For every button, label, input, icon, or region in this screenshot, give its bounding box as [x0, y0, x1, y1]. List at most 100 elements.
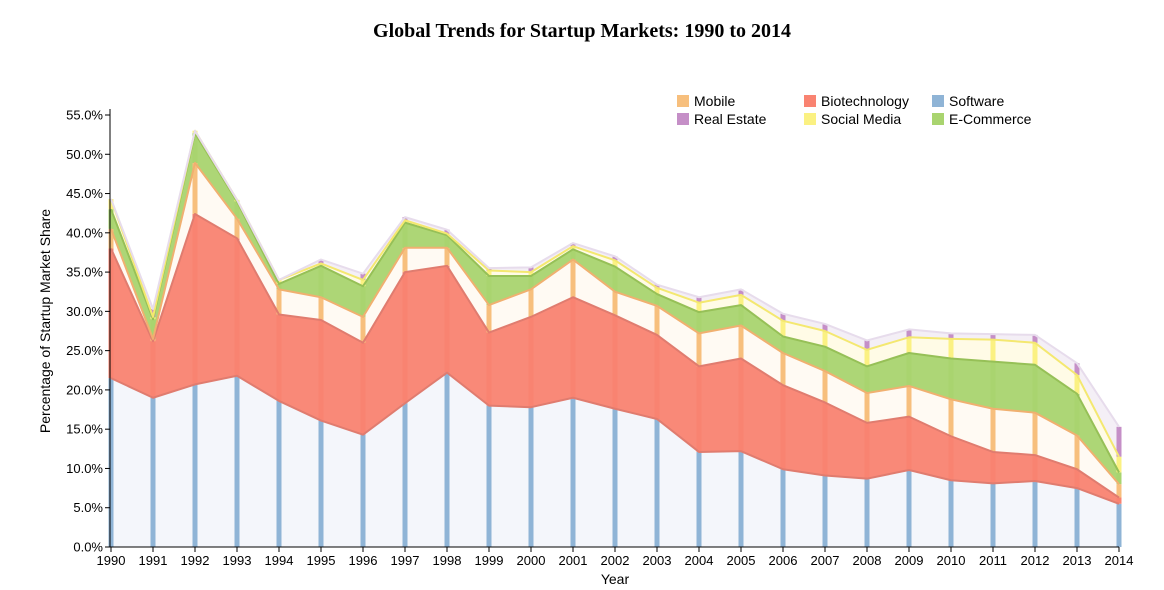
y-tick-label: 0.0%: [73, 540, 103, 555]
bar-e-commerce-1996: [360, 286, 366, 317]
bar-real-estate-2006: [780, 313, 786, 321]
x-tick-label: 2012: [1021, 553, 1050, 568]
legend-label: Real Estate: [694, 111, 767, 127]
bar-social-media-1995: [318, 263, 324, 266]
bar-mobile-2000: [528, 289, 534, 317]
x-tick-label: 2009: [895, 553, 924, 568]
bar-e-commerce-2014: [1116, 472, 1122, 485]
bar-software-2003: [654, 418, 660, 547]
legend-item-social-media: Social Media: [804, 111, 901, 127]
bar-software-1998: [444, 372, 450, 547]
legend-swatch: [804, 113, 816, 125]
year-bars: [108, 130, 1122, 547]
legend-item-real-estate: Real Estate: [677, 111, 767, 127]
bar-e-commerce-1999: [486, 276, 492, 306]
line-biotechnology: [110, 212, 1120, 499]
bar-software-2004: [696, 451, 702, 547]
bar-social-media-2011: [990, 339, 996, 362]
y-tick-label: 40.0%: [66, 225, 103, 240]
bar-e-commerce-1998: [444, 235, 450, 248]
legend-swatch: [932, 113, 944, 125]
bar-e-commerce-2011: [990, 361, 996, 409]
bar-social-media-2008: [864, 349, 870, 367]
x-tick-label: 1995: [307, 553, 336, 568]
bar-social-media-1999: [486, 270, 492, 277]
bar-software-1997: [402, 403, 408, 547]
y-tick-label: 45.0%: [66, 186, 103, 201]
bar-software-2014: [1116, 503, 1122, 547]
x-tick-label: 1993: [223, 553, 252, 568]
bar-biotechnology-2001: [570, 297, 576, 398]
bar-social-media-2007: [822, 331, 828, 347]
x-tick-label: 1991: [139, 553, 168, 568]
x-tick-label: 2008: [853, 553, 882, 568]
y-tick-label: 25.0%: [66, 343, 103, 358]
y-tick-label: 30.0%: [66, 304, 103, 319]
bar-mobile-2003: [654, 305, 660, 335]
bar-e-commerce-2001: [570, 249, 576, 260]
x-tick-label: 2011: [979, 553, 1007, 568]
bar-e-commerce-2002: [612, 266, 618, 292]
x-tick-label: 1994: [265, 553, 294, 568]
x-tick-label: 2006: [769, 553, 798, 568]
bar-real-estate-1996: [360, 273, 366, 280]
bar-e-commerce-2007: [822, 346, 828, 372]
bar-social-media-2014: [1116, 456, 1122, 473]
bar-biotechnology-1994: [276, 314, 282, 401]
bar-software-2013: [1074, 488, 1080, 547]
bar-social-media-2009: [906, 337, 912, 353]
bar-mobile-2010: [948, 399, 954, 437]
bar-software-1992: [192, 384, 198, 547]
bar-biotechnology-2012: [1032, 455, 1038, 482]
bar-biotechnology-2000: [528, 316, 534, 408]
y-tick-label: 10.0%: [66, 461, 103, 476]
bar-biotechnology-2004: [696, 366, 702, 452]
bar-e-commerce-1992: [192, 133, 198, 163]
bar-social-media-2013: [1074, 374, 1080, 394]
bar-software-1994: [276, 400, 282, 547]
bar-biotechnology-1995: [318, 320, 324, 421]
bar-mobile-1994: [276, 289, 282, 315]
axes: 0.0% 5.0% 10.0% 15.0% 20.0% 25.0% 30.0% 35.0% 40…: [37, 108, 1133, 588]
x-tick-label: 2001: [559, 553, 588, 568]
bar-biotechnology-2014: [1116, 497, 1122, 504]
bar-software-1996: [360, 434, 366, 547]
bar-real-estate-2007: [822, 323, 828, 331]
bar-social-media-2012: [1032, 342, 1038, 365]
x-tick-label: 1992: [181, 553, 210, 568]
legend-item-mobile: Mobile: [677, 93, 735, 109]
y-axis-title: Percentage of Startup Market Share: [37, 209, 53, 433]
bar-software-2006: [780, 469, 786, 547]
bar-mobile-2012: [1032, 412, 1038, 456]
bar-e-commerce-1995: [318, 265, 324, 298]
bar-biotechnology-1998: [444, 265, 450, 373]
bar-biotechnology-1996: [360, 342, 366, 435]
bar-software-2005: [738, 451, 744, 547]
legend: Mobile Biotechnology Software Real Estate So…: [677, 93, 1032, 127]
y-tick-label: 35.0%: [66, 265, 103, 280]
bar-real-estate-2013: [1074, 363, 1080, 375]
boundary-lines: [110, 129, 1120, 505]
x-tick-label: 2002: [601, 553, 630, 568]
bar-mobile-1990: [108, 228, 114, 249]
bar-mobile-2002: [612, 291, 618, 316]
bar-biotechnology-1993: [234, 238, 240, 376]
bar-software-2009: [906, 470, 912, 547]
line-software: [110, 371, 1120, 505]
bar-real-estate-1995: [318, 259, 324, 264]
bar-real-estate-2001: [570, 243, 576, 247]
x-tick-label: 2003: [643, 553, 672, 568]
bar-software-2011: [990, 483, 996, 547]
bar-software-2010: [948, 480, 954, 547]
bar-mobile-1997: [402, 247, 408, 273]
bar-mobile-1998: [444, 247, 450, 266]
bar-real-estate-2009: [906, 329, 912, 338]
bar-software-2001: [570, 397, 576, 547]
bar-biotechnology-1997: [402, 272, 408, 404]
bar-biotechnology-1992: [192, 213, 198, 385]
bar-software-1995: [318, 420, 324, 547]
bar-mobile-2011: [990, 408, 996, 452]
line-mobile: [110, 161, 1120, 485]
bar-software-2008: [864, 478, 870, 547]
